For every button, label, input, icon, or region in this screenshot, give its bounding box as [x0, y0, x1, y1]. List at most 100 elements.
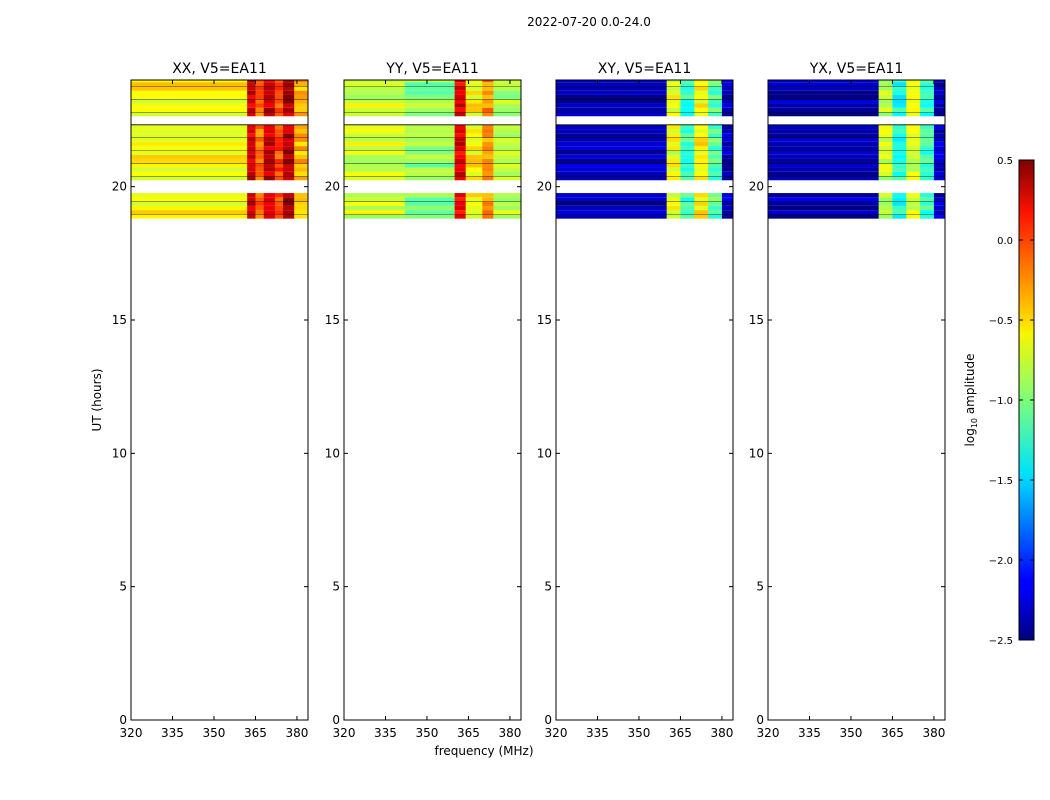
- heatmap-cell: [721, 201, 733, 206]
- heatmap-cell: [933, 82, 945, 87]
- heatmap-cell: [493, 99, 521, 104]
- x-tick-label: 350: [840, 726, 863, 740]
- heatmap-cell: [920, 107, 935, 112]
- heatmap-cell: [721, 137, 733, 142]
- heatmap-cell: [556, 214, 668, 219]
- heatmap-cell: [283, 86, 295, 91]
- heatmap-cell: [920, 214, 935, 219]
- heatmap-cell: [721, 86, 733, 91]
- heatmap-cell: [694, 112, 709, 117]
- x-axis-label: frequency (MHz): [434, 744, 533, 758]
- heatmap-cell: [283, 150, 295, 155]
- heatmap-cell: [721, 176, 733, 181]
- heatmap-cell: [892, 158, 907, 164]
- heatmap-cell: [247, 193, 256, 198]
- heatmap-cell: [680, 124, 695, 130]
- heatmap-cell: [404, 193, 456, 198]
- heatmap-cell: [482, 82, 494, 87]
- heatmap-cell: [768, 163, 880, 168]
- heatmap-cell: [680, 163, 695, 168]
- heatmap-cell: [906, 197, 921, 202]
- heatmap-cell: [556, 201, 668, 206]
- heatmap-cell: [933, 141, 945, 147]
- heatmap-cell: [454, 99, 467, 104]
- heatmap-cell: [878, 150, 893, 155]
- heatmap-cell: [131, 112, 248, 117]
- heatmap-cell: [708, 176, 723, 181]
- heatmap-cell: [920, 103, 935, 108]
- heatmap-cell: [666, 112, 681, 117]
- heatmap-cell: [721, 171, 733, 176]
- heatmap-cell: [294, 90, 308, 95]
- heatmap-cell: [694, 205, 709, 211]
- colorbar-tick-label: 0.0: [997, 236, 1013, 247]
- heatmap-cell: [263, 82, 276, 87]
- heatmap-cell: [294, 150, 308, 155]
- y-tick-label: 0: [332, 713, 340, 727]
- heatmap-cell: [247, 141, 256, 147]
- heatmap-cell: [131, 210, 248, 215]
- x-tick-label: 320: [545, 726, 568, 740]
- heatmap-cell: [878, 137, 893, 142]
- heatmap-cell: [708, 154, 723, 159]
- heatmap-cell: [721, 214, 733, 219]
- x-tick-label: 365: [881, 726, 904, 740]
- heatmap-cell: [920, 82, 935, 87]
- heatmap-cell: [131, 129, 248, 134]
- heatmap-cell: [878, 163, 893, 168]
- heatmap-cell: [482, 141, 494, 147]
- heatmap-cell: [878, 107, 893, 112]
- heatmap-cell: [344, 197, 406, 202]
- heatmap-cell: [465, 146, 483, 151]
- heatmap-cell: [404, 176, 456, 181]
- heatmap-cell: [892, 124, 907, 130]
- heatmap-cell: [482, 90, 494, 95]
- heatmap-cell: [404, 86, 456, 91]
- heatmap-cell: [482, 171, 494, 176]
- heatmap-cell: [294, 171, 308, 176]
- heatmap-cell: [721, 129, 733, 134]
- heatmap-cell: [721, 154, 733, 159]
- heatmap-cell: [454, 82, 467, 87]
- x-tick-label: 380: [922, 726, 945, 740]
- heatmap-cell: [482, 201, 494, 206]
- heatmap-cell: [556, 193, 668, 198]
- heatmap-cell: [454, 154, 467, 159]
- heatmap-cell: [247, 201, 256, 206]
- heatmap-cell: [274, 103, 284, 108]
- heatmap-cell: [493, 107, 521, 112]
- heatmap-cell: [294, 163, 308, 168]
- heatmap-cell: [482, 197, 494, 202]
- heatmap-cell: [255, 163, 265, 168]
- heatmap-cell: [680, 197, 695, 202]
- heatmap-cell: [274, 201, 284, 206]
- heatmap-cell: [263, 146, 276, 151]
- heatmap-cell: [274, 94, 284, 100]
- heatmap-cell: [247, 205, 256, 211]
- heatmap-cell: [247, 86, 256, 91]
- x-tick-label: 335: [374, 726, 397, 740]
- heatmap-cell: [768, 86, 880, 91]
- heatmap-cell: [294, 124, 308, 130]
- heatmap-cell: [666, 205, 681, 211]
- heatmap-cell: [294, 107, 308, 112]
- heatmap-cell: [263, 176, 276, 181]
- heatmap-cell: [493, 150, 521, 155]
- axes-frame: [767, 79, 946, 721]
- heatmap-cell: [263, 171, 276, 176]
- heatmap-cell: [283, 205, 295, 211]
- heatmap-cell: [680, 112, 695, 117]
- heatmap-cell: [493, 171, 521, 176]
- heatmap-cell: [556, 133, 668, 138]
- heatmap-cell: [131, 205, 248, 211]
- y-tick-label: 15: [749, 313, 764, 327]
- heatmap-cell: [131, 167, 248, 172]
- heatmap-cell: [666, 107, 681, 112]
- heatmap-cell: [454, 124, 467, 130]
- heatmap-cell: [680, 205, 695, 211]
- colorbar-tick-label: −1.0: [989, 396, 1013, 407]
- heatmap-cell: [344, 163, 406, 168]
- heatmap-cell: [933, 94, 945, 100]
- heatmap-cell: [920, 90, 935, 95]
- heatmap-cell: [892, 86, 907, 91]
